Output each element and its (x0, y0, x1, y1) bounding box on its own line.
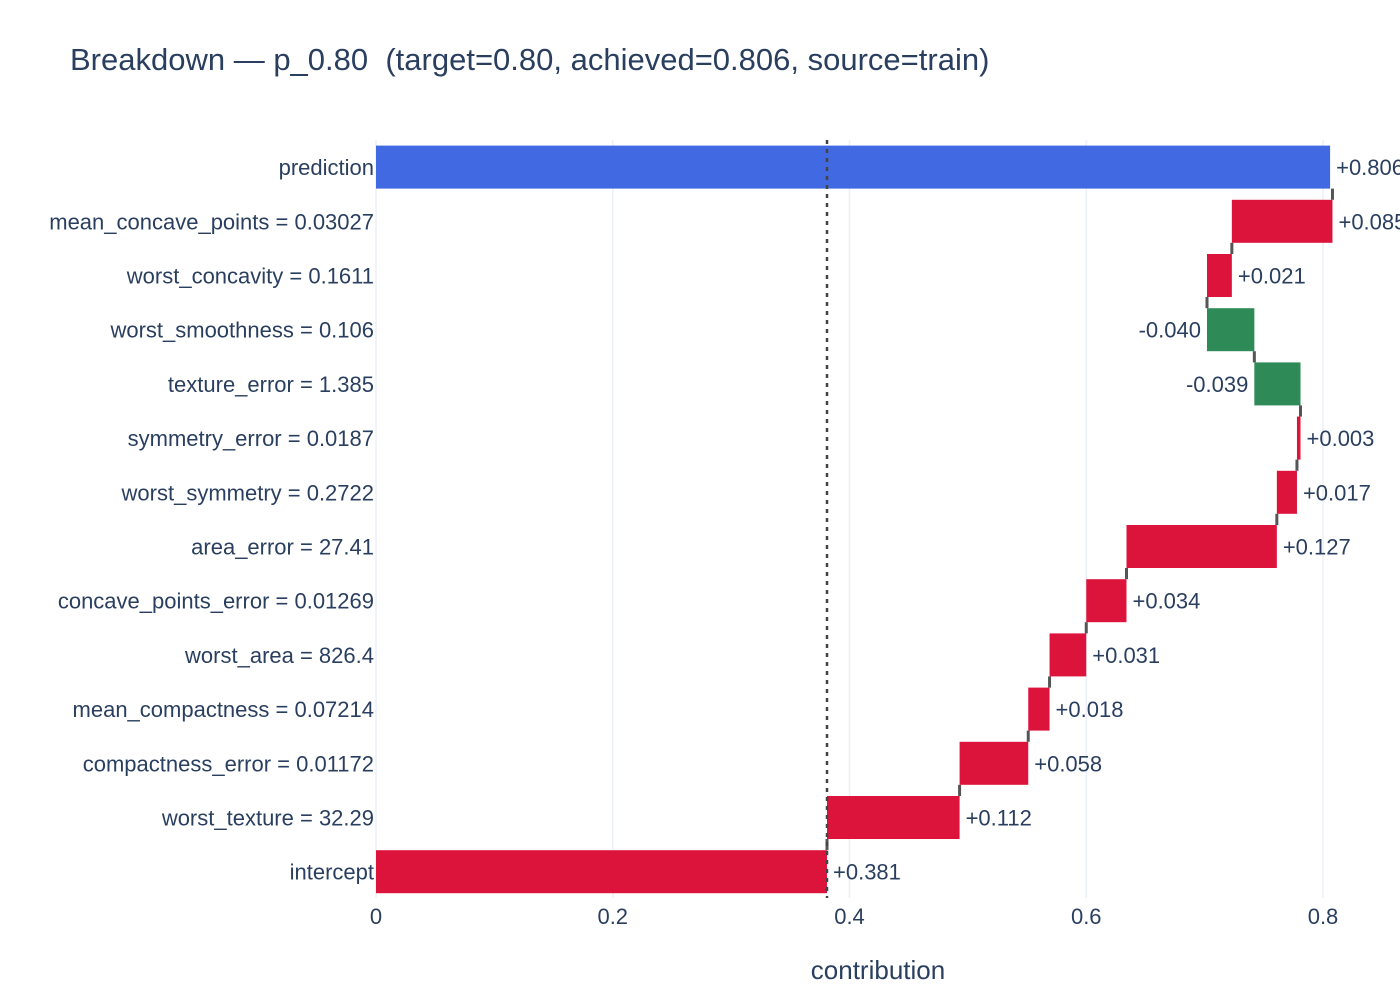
bar-value-label: +0.034 (1132, 589, 1200, 614)
bar-value-label: +0.031 (1092, 643, 1160, 668)
x-tick-layer: 0 0.2 0.4 0.6 0.8 (370, 904, 1338, 929)
category-label: worst_smoothness = 0.106 (109, 318, 374, 343)
negative-bar (1206, 308, 1255, 352)
x-tick-label: 0.2 (597, 904, 628, 929)
category-label: prediction (279, 155, 374, 180)
bar-value-label: +0.017 (1303, 480, 1371, 505)
bar-value-label: -0.040 (1139, 318, 1201, 343)
category-label: worst_area = 826.4 (184, 643, 374, 668)
label-layer: +0.806 +0.085 +0.021 -0.040 -0.039 +0.003 +0.0… (833, 155, 1400, 885)
chart-title: Breakdown — p_0.80 (target=0.80, achieve… (70, 42, 989, 77)
bar-layer (376, 145, 1333, 894)
total-bar (376, 145, 1331, 189)
bar-value-label: +0.085 (1338, 209, 1400, 234)
category-label: area_error = 27.41 (191, 535, 374, 560)
bar-value-label: +0.021 (1238, 264, 1306, 289)
bar-value-label: +0.806 (1336, 155, 1400, 180)
positive-bar (1086, 579, 1127, 623)
bar-value-label: +0.003 (1307, 426, 1375, 451)
category-label: intercept (290, 860, 374, 885)
positive-bar (1206, 254, 1232, 297)
positive-bar (1028, 687, 1050, 731)
connector-layer (825, 188, 1334, 851)
bar-value-label: +0.127 (1283, 535, 1351, 560)
category-label: texture_error = 1.385 (168, 372, 374, 397)
bar-value-label: +0.112 (966, 806, 1032, 831)
category-label: concave_points_error = 0.01269 (58, 589, 374, 614)
positive-bar (1276, 470, 1297, 514)
bar-value-label: +0.381 (833, 860, 901, 885)
category-label: mean_concave_points = 0.03027 (49, 209, 374, 234)
negative-bar (1254, 362, 1301, 406)
positive-bar (1049, 633, 1087, 677)
category-label: compactness_error = 0.01172 (83, 751, 374, 776)
positive-bar (376, 850, 828, 894)
grid-layer (375, 140, 1324, 898)
x-tick-label: 0 (370, 904, 382, 929)
bar-value-label: +0.018 (1056, 697, 1124, 722)
x-tick-label: 0.4 (834, 904, 865, 929)
x-axis-title: contribution (811, 955, 945, 985)
category-label: symmetry_error = 0.0187 (128, 426, 374, 451)
x-tick-label: 0.8 (1308, 904, 1339, 929)
category-label: worst_concavity = 0.1611 (126, 264, 374, 289)
positive-bar (827, 796, 960, 839)
category-label: worst_symmetry = 0.2722 (121, 480, 374, 505)
category-label-layer: prediction mean_concave_points = 0.03027 w… (49, 155, 374, 885)
bar-value-label: -0.039 (1186, 372, 1248, 397)
positive-bar (959, 741, 1029, 785)
category-label: worst_texture = 32.29 (161, 806, 374, 831)
positive-bar (1126, 525, 1277, 568)
bar-value-label: +0.058 (1034, 751, 1102, 776)
positive-bar (1296, 416, 1301, 460)
positive-bar (1231, 199, 1333, 243)
x-tick-label: 0.6 (1071, 904, 1102, 929)
category-label: mean_compactness = 0.07214 (73, 697, 374, 722)
